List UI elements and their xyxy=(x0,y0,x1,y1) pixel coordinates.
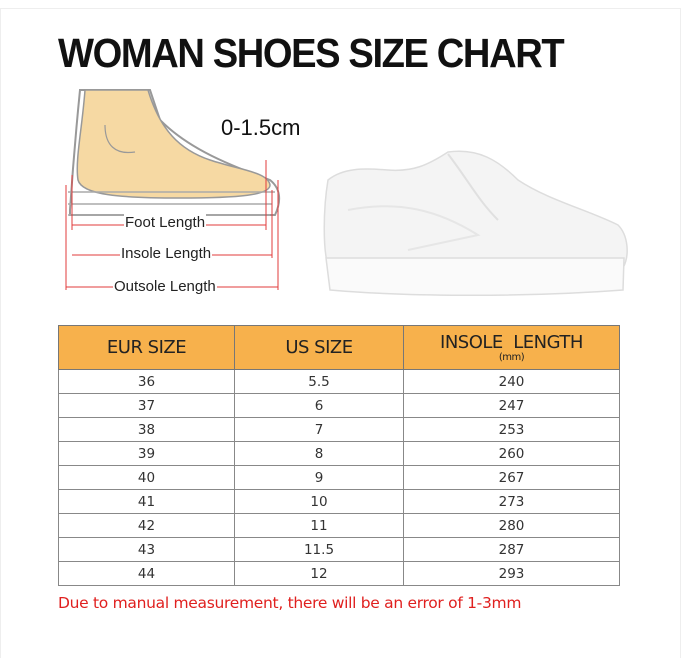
header-eur-size: EUR SIZE xyxy=(58,325,235,370)
eur-size-cell: 44 xyxy=(58,561,235,586)
header-insole-length: INSOLE LENGTH (mm) xyxy=(403,325,620,370)
us-size-cell: 7 xyxy=(234,417,404,442)
insole-length-cell: 280 xyxy=(403,513,620,538)
us-size-cell: 11 xyxy=(234,513,404,538)
eur-size-cell: 36 xyxy=(58,369,235,394)
table-row: 44 12 293 xyxy=(58,561,620,586)
eur-size-cell: 40 xyxy=(58,465,235,490)
page-title: WOMAN SHOES SIZE CHART xyxy=(58,30,565,76)
insole-length-cell: 293 xyxy=(403,561,620,586)
eur-size-cell: 41 xyxy=(58,489,235,514)
us-size-cell: 12 xyxy=(234,561,404,586)
header-us-size: US SIZE xyxy=(234,325,404,370)
us-size-cell: 5.5 xyxy=(234,369,404,394)
eur-size-cell: 38 xyxy=(58,417,235,442)
table-row: 37 6 247 xyxy=(58,393,620,418)
eur-size-cell: 42 xyxy=(58,513,235,538)
size-chart-table: EUR SIZE US SIZE INSOLE LENGTH (mm) 36 5.5… xyxy=(58,325,620,586)
table-row: 42 11 280 xyxy=(58,513,620,538)
foot-length-label: Foot Length xyxy=(124,214,207,231)
white-sneaker-image xyxy=(323,150,628,297)
insole-length-cell: 253 xyxy=(403,417,620,442)
insole-length-cell: 273 xyxy=(403,489,620,514)
table-row: 38 7 253 xyxy=(58,417,620,442)
outsole-length-label: Outsole Length xyxy=(113,278,217,295)
tolerance-label: 0-1.5cm xyxy=(221,115,301,140)
foot-measurement-diagram xyxy=(65,89,281,290)
eur-size-cell: 37 xyxy=(58,393,235,418)
us-size-cell: 9 xyxy=(234,465,404,490)
insole-length-cell: 247 xyxy=(403,393,620,418)
header-unit: (mm) xyxy=(498,352,525,363)
insole-length-cell: 267 xyxy=(403,465,620,490)
us-size-cell: 6 xyxy=(234,393,404,418)
table-row: 40 9 267 xyxy=(58,465,620,490)
insole-length-cell: 287 xyxy=(403,537,620,562)
us-size-cell: 11.5 xyxy=(234,537,404,562)
insole-length-cell: 240 xyxy=(403,369,620,394)
header-insole-length-text: INSOLE LENGTH xyxy=(440,332,583,353)
table-header-row: EUR SIZE US SIZE INSOLE LENGTH (mm) xyxy=(58,325,620,370)
table-row: 39 8 260 xyxy=(58,441,620,466)
measurement-note: Due to manual measurement, there will be… xyxy=(58,594,522,612)
us-size-cell: 8 xyxy=(234,441,404,466)
table-row: 43 11.5 287 xyxy=(58,537,620,562)
eur-size-cell: 43 xyxy=(58,537,235,562)
insole-length-cell: 260 xyxy=(403,441,620,466)
eur-size-cell: 39 xyxy=(58,441,235,466)
table-row: 36 5.5 240 xyxy=(58,369,620,394)
us-size-cell: 10 xyxy=(234,489,404,514)
table-row: 41 10 273 xyxy=(58,489,620,514)
insole-length-label: Insole Length xyxy=(120,245,213,262)
